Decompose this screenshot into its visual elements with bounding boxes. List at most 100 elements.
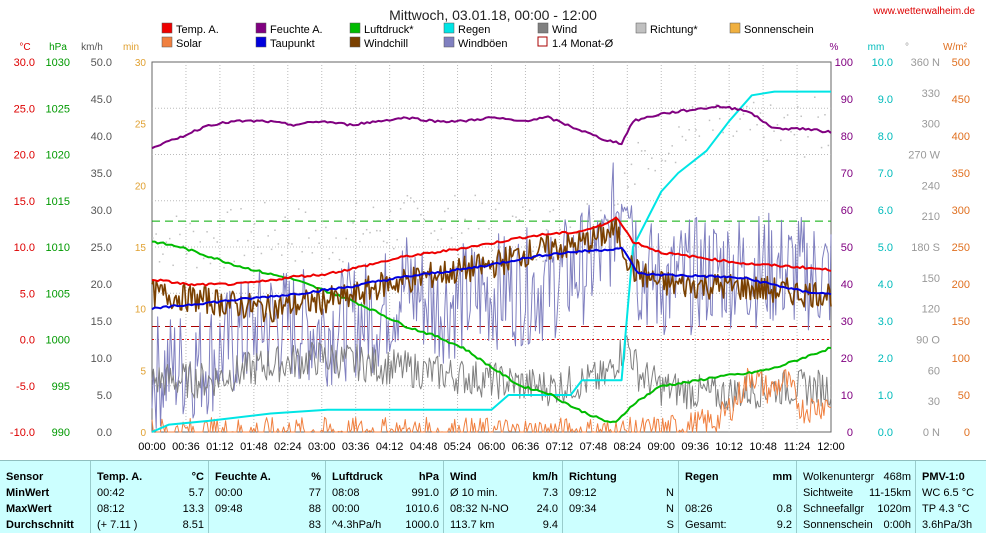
series-richtung-dot (399, 208, 402, 210)
series-richtung-dot (511, 215, 514, 218)
series-richtung-dot (291, 243, 293, 245)
table-cell-label: PMV-1:0 (922, 471, 965, 483)
series-richtung-dot (528, 209, 531, 211)
x-tick-label: 10:12 (715, 441, 743, 453)
tick-label-solar: 250 (952, 242, 970, 254)
series-richtung-dot (196, 266, 198, 269)
series-richtung-dot (287, 242, 290, 245)
series-richtung-dot (264, 201, 266, 204)
series-richtung-dot (488, 228, 490, 230)
legend-label: Sonnenschein (744, 24, 814, 36)
table-cell-label: (+ 7.11 ) (97, 519, 138, 531)
tick-label-wind: 25.0 (91, 242, 112, 254)
table-cell-value: N (666, 487, 674, 499)
series-richtung-dot (515, 216, 517, 218)
series-richtung-dot (657, 115, 660, 117)
x-tick-label: 00:36 (172, 441, 200, 453)
tick-label-humidity: 40 (841, 279, 853, 291)
table-cell-label: Schneefallgr (803, 503, 865, 515)
table-cell-label: Luftdruck (332, 471, 383, 483)
tick-label-direction: 270 W (908, 150, 940, 162)
series-richtung-dot (348, 220, 351, 223)
stats-table: Sensor MinWert MaxWert Durchschnitt Temp. A.… (0, 460, 986, 533)
series-richtung-dot (803, 156, 806, 158)
series-richtung-dot (725, 100, 728, 103)
series-richtung-dot (450, 237, 453, 239)
series-richtung-dot (396, 238, 398, 241)
series-richtung-dot (460, 232, 463, 234)
series-richtung-dot (464, 218, 466, 221)
table-cell-value: 24.0 (536, 503, 558, 515)
tick-label-temp: 20.0 (14, 150, 35, 162)
table-cell-label: MaxWert (6, 503, 52, 515)
series-richtung-dot (257, 246, 259, 249)
series-richtung-dot (654, 169, 656, 172)
tick-label-wind: 30.0 (91, 205, 112, 217)
series-richtung-dot (382, 240, 385, 243)
table-cell-label: 08:26 (685, 503, 713, 515)
table-cell-value: mm (772, 471, 792, 483)
table-column: Regen mm 08:26 0.8 Gesamt: 9.2 (678, 461, 797, 533)
x-tick-label: 02:24 (274, 441, 302, 453)
series-richtung-dot (827, 144, 830, 147)
series-richtung-dot (325, 226, 327, 229)
table-column: Temp. A. °C 00:42 5.7 08:12 13.3 (+ 7.11 ) 8.51 (90, 461, 209, 533)
x-tick-label: 10:48 (749, 441, 777, 453)
series-richtung-dot (715, 103, 718, 106)
series-richtung-dot (440, 228, 443, 230)
tick-label-wind: 50.0 (91, 57, 112, 69)
series-richtung-dot (155, 233, 157, 235)
legend-label: Temp. A. (176, 24, 219, 36)
table-row: Sichtweite 11-15km (797, 485, 916, 501)
tick-label-sunshine: 25 (135, 120, 147, 131)
series-richtung-dot (780, 139, 782, 142)
series-richtung-dot (494, 208, 497, 211)
series-richtung-dot (532, 250, 534, 253)
tick-label-rain: 4.0 (878, 279, 893, 291)
series-richtung-dot (481, 202, 483, 205)
table-row: ^4.3hPa/h 1000.0 (326, 517, 444, 533)
series-richtung-dot (562, 255, 565, 257)
x-tick-label: 08:24 (614, 441, 642, 453)
table-cell-label: Durchschnitt (6, 519, 74, 531)
tick-label-wind: 5.0 (97, 390, 112, 402)
table-row: Temp. A. °C (91, 469, 209, 485)
series-richtung-dot (586, 203, 589, 205)
table-cell-label: 08:08 (332, 487, 360, 499)
series-richtung-dot (606, 218, 609, 221)
series-richtung-dot (783, 116, 785, 119)
series-richtung-dot (226, 211, 229, 213)
series-richtung-dot (552, 209, 555, 211)
series-richtung-dot (807, 136, 809, 138)
table-column: Sensor MinWert MaxWert Durchschnitt (0, 461, 90, 533)
series-richtung-dot (539, 256, 541, 259)
series-richtung-dot (705, 105, 707, 107)
series-richtung-dot (681, 135, 684, 138)
tick-label-solar: 100 (952, 353, 970, 365)
series-richtung-dot (352, 222, 354, 224)
table-row: (+ 7.11 ) 8.51 (91, 517, 209, 533)
series-richtung-dot (600, 209, 602, 212)
table-cell-value: km/h (532, 471, 558, 483)
table-row: Sonnenschein 0:00h (797, 517, 916, 533)
series-richtung-dot (732, 135, 735, 137)
axis-unit-rain: mm (868, 42, 885, 53)
series-richtung-dot (213, 237, 215, 239)
series-richtung-dot (338, 258, 341, 261)
series-richtung-dot (797, 106, 799, 108)
series-richtung-dot (569, 226, 572, 228)
series-richtung-dot (172, 264, 174, 267)
legend-label: Luftdruck* (364, 24, 414, 36)
series-richtung-dot (372, 206, 375, 209)
series-richtung-dot (549, 210, 551, 213)
series-richtung-dot (671, 145, 673, 147)
axis-unit-direction: ° (905, 42, 909, 53)
tick-label-rain: 5.0 (878, 242, 893, 254)
series-richtung-dot (722, 131, 724, 134)
series-richtung-dot (688, 129, 690, 131)
table-cell-label: Ø 10 min. (450, 487, 498, 499)
series-richtung-dot (304, 211, 307, 213)
series-richtung-dot (250, 231, 252, 233)
tick-label-humidity: 50 (841, 242, 853, 254)
tick-label-pressure: 1005 (46, 288, 70, 300)
